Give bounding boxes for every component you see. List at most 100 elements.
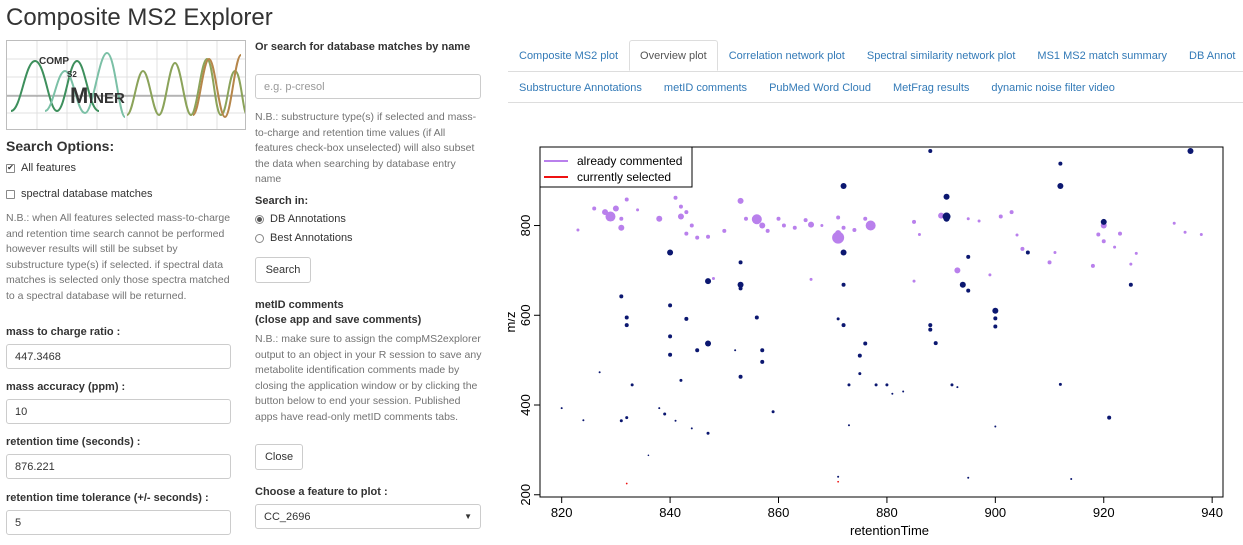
- logo-text-comp: COMP: [39, 56, 69, 67]
- commented-point: [743, 216, 748, 221]
- commented-point: [678, 204, 683, 209]
- all-features-checkbox[interactable]: ✔ All features: [6, 162, 76, 174]
- tab-metfrag-results[interactable]: MetFrag results: [892, 81, 970, 94]
- commented-point: [1096, 232, 1101, 237]
- commented-point: [636, 208, 640, 212]
- x-tick-label: 940: [1201, 505, 1223, 520]
- tab-metid-comments[interactable]: metID comments: [663, 81, 748, 94]
- x-tick-label: 860: [768, 505, 790, 520]
- radio-selected-icon[interactable]: [255, 214, 264, 224]
- feature-select-label: Choose a feature to plot :: [255, 486, 388, 498]
- feature-point: [857, 353, 862, 358]
- feature-point: [630, 383, 634, 387]
- overview-plot[interactable]: 820 840 860 880 900 920 940 200 400 600 800 retenti…: [508, 105, 1243, 545]
- commented-point: [966, 217, 970, 221]
- close-button[interactable]: Close: [255, 444, 303, 470]
- feature-point: [902, 390, 905, 393]
- mz-input[interactable]: 447.3468: [6, 344, 231, 369]
- feature-point: [560, 407, 563, 410]
- tab-substructure-annotations[interactable]: Substructure Annotations: [519, 81, 642, 94]
- feature-point: [625, 416, 629, 420]
- rt-input[interactable]: 876.221: [6, 454, 231, 479]
- commented-point: [673, 195, 678, 200]
- commented-point: [618, 224, 625, 231]
- feature-point: [993, 324, 998, 329]
- feature-point: [840, 183, 847, 190]
- commented-point: [751, 214, 762, 225]
- feature-point: [1058, 382, 1062, 386]
- feature-point: [863, 341, 868, 346]
- metid-title: metID comments: [255, 299, 344, 311]
- commented-point: [1134, 251, 1138, 255]
- radio-best-annotations[interactable]: Best Annotations: [255, 232, 353, 244]
- feature-point: [738, 286, 743, 291]
- feature-point: [836, 317, 840, 321]
- y-tick-label: 200: [518, 484, 533, 506]
- tab-pubmed-word-cloud[interactable]: PubMed Word Cloud: [769, 81, 871, 94]
- feature-point: [928, 327, 933, 332]
- x-tick-label: 900: [984, 505, 1006, 520]
- feature-point: [943, 193, 950, 200]
- check-icon[interactable]: ✔: [6, 163, 15, 173]
- feature-point: [619, 294, 624, 299]
- feature-point: [840, 249, 847, 256]
- commented-point: [684, 231, 689, 236]
- tab-correlation-network-plot[interactable]: Correlation network plot: [728, 49, 845, 62]
- feature-point: [1128, 282, 1133, 287]
- spectral-db-checkbox[interactable]: spectral database matches: [6, 188, 152, 200]
- commented-point: [1101, 239, 1106, 244]
- feature-select[interactable]: CC_2696 ▼: [255, 504, 481, 529]
- commented-point: [1020, 246, 1025, 251]
- feature-point: [928, 323, 933, 328]
- radio-db-annotations[interactable]: DB Annotations: [255, 213, 346, 225]
- caret-down-icon: ▼: [464, 512, 472, 521]
- ppm-input[interactable]: 10: [6, 399, 231, 424]
- feature-point: [668, 334, 673, 339]
- feature-select-value: CC_2696: [264, 510, 311, 523]
- commented-point: [722, 228, 727, 233]
- feature-point: [684, 316, 689, 321]
- search-options-title: Search Options:: [6, 138, 115, 154]
- app-logo: COMP S2 INER M: [6, 40, 246, 130]
- db-search-input[interactable]: e.g. p-cresol: [255, 74, 481, 99]
- tab-db-annot[interactable]: DB Annot: [1189, 49, 1236, 62]
- db-search-note: N.B.: substructure type(s) if selected a…: [255, 111, 477, 185]
- x-tick-label: 840: [659, 505, 681, 520]
- commented-point: [836, 215, 841, 220]
- commented-point: [832, 231, 845, 244]
- unchecked-box-icon[interactable]: [6, 189, 15, 199]
- commented-point: [803, 218, 808, 223]
- y-tick-label: 400: [518, 394, 533, 416]
- feature-point: [690, 427, 693, 430]
- feature-point: [582, 419, 585, 422]
- tab-composite-ms2-plot[interactable]: Composite MS2 plot: [519, 49, 619, 62]
- commented-point: [912, 219, 917, 224]
- metid-note: N.B.: make sure to assign the compMS2exp…: [255, 333, 482, 423]
- tab-spectral-similarity-network-plot[interactable]: Spectral similarity network plot: [866, 49, 1016, 62]
- commented-point: [808, 221, 815, 228]
- y-axis-label: m/z: [508, 312, 518, 333]
- feature-point: [967, 476, 970, 479]
- tab-ms1-ms2-match-summary[interactable]: MS1 MS2 match summary: [1037, 49, 1168, 62]
- x-tick-label: 880: [876, 505, 898, 520]
- commented-point: [912, 279, 916, 283]
- tab-bar-row1: Composite MS2 plot Overview plot Correla…: [508, 40, 1243, 71]
- commented-point: [1053, 250, 1057, 254]
- feature-point: [837, 475, 840, 478]
- feature-point: [619, 419, 623, 423]
- commented-point: [677, 213, 684, 220]
- rt-label: retention time (seconds) :: [6, 436, 141, 448]
- search-button[interactable]: Search: [255, 257, 311, 283]
- mz-label: mass to charge ratio :: [6, 326, 121, 338]
- selected-point: [625, 482, 628, 485]
- rt-tolerance-input[interactable]: 5: [6, 510, 231, 535]
- feature-point: [668, 303, 673, 308]
- commented-point: [1015, 233, 1019, 237]
- feature-point: [1100, 218, 1107, 225]
- radio-unselected-icon[interactable]: [255, 233, 264, 243]
- feature-point: [705, 278, 712, 285]
- commented-point: [624, 197, 629, 202]
- tab-dynamic-noise-filter-video[interactable]: dynamic noise filter video: [991, 81, 1115, 94]
- commented-point: [656, 215, 663, 222]
- tab-overview-plot[interactable]: Overview plot: [629, 40, 718, 71]
